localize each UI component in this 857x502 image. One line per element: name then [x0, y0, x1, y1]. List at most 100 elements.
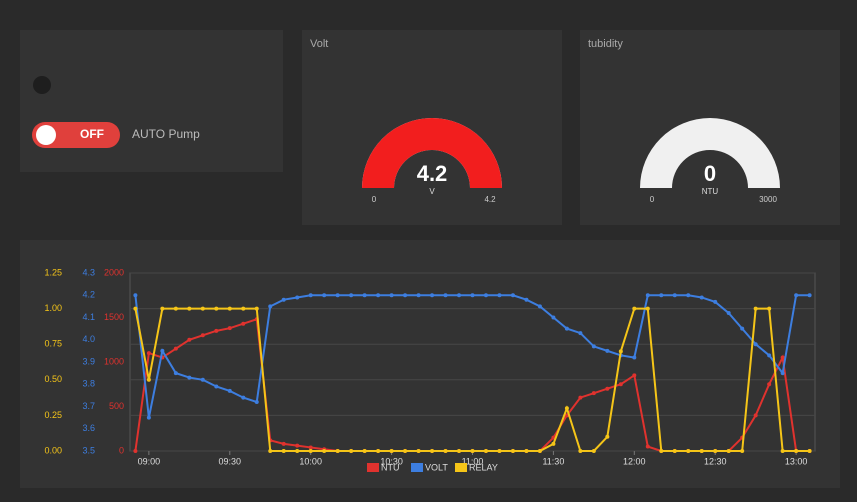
data-point [457, 293, 461, 297]
data-point [565, 406, 569, 410]
data-point [390, 293, 394, 297]
data-point [282, 298, 286, 302]
data-point [592, 344, 596, 348]
dashboard: OFF AUTO Pump Volt4.2V04.2tubidity0NTU03… [0, 0, 857, 502]
data-point [430, 449, 434, 453]
data-point [794, 293, 798, 297]
y-tick-label: 4.2 [82, 290, 95, 300]
data-point [700, 449, 704, 453]
x-tick-label: 12:30 [704, 456, 727, 466]
gauge-title: Volt [310, 38, 328, 50]
data-point [605, 387, 609, 391]
data-point [160, 307, 164, 311]
data-point [767, 382, 771, 386]
data-point [578, 449, 582, 453]
data-point [592, 391, 596, 395]
data-point [551, 316, 555, 320]
data-point [740, 327, 744, 331]
data-point [403, 449, 407, 453]
data-point [174, 371, 178, 375]
data-point [147, 351, 151, 355]
data-point [322, 293, 326, 297]
data-point [781, 356, 785, 360]
data-point [781, 449, 785, 453]
data-point [794, 449, 798, 453]
y-tick-label: 500 [109, 401, 124, 411]
data-point [309, 449, 313, 453]
data-point [336, 449, 340, 453]
data-point [457, 449, 461, 453]
data-point [417, 449, 421, 453]
data-point [808, 293, 812, 297]
gauge-max: 4.2 [484, 195, 496, 204]
data-point [484, 449, 488, 453]
data-point [686, 293, 690, 297]
data-point [228, 307, 232, 311]
data-point [201, 307, 205, 311]
legend-label: RELAY [469, 462, 498, 472]
data-point [673, 293, 677, 297]
data-point [214, 329, 218, 333]
data-point [147, 378, 151, 382]
data-point [282, 449, 286, 453]
data-point [619, 382, 623, 386]
data-point [349, 293, 353, 297]
data-point [578, 331, 582, 335]
data-point [133, 449, 137, 453]
data-point [295, 295, 299, 299]
data-point [309, 293, 313, 297]
y-tick-label: 1.00 [44, 303, 62, 313]
legend-swatch [411, 463, 423, 472]
data-point [160, 349, 164, 353]
data-point [524, 298, 528, 302]
data-point [322, 449, 326, 453]
data-point [403, 293, 407, 297]
data-point [228, 326, 232, 330]
data-point [686, 449, 690, 453]
data-point [214, 384, 218, 388]
data-point [241, 307, 245, 311]
data-point [201, 378, 205, 382]
data-point [295, 444, 299, 448]
data-point [497, 449, 501, 453]
data-point [471, 449, 475, 453]
data-point [524, 449, 528, 453]
data-point [754, 413, 758, 417]
gauge-unit: V [429, 187, 435, 196]
data-point [471, 293, 475, 297]
y-tick-label: 0.75 [44, 339, 62, 349]
data-point [632, 373, 636, 377]
data-point [390, 449, 394, 453]
data-point [376, 293, 380, 297]
switch-text: AUTO Pump [132, 127, 200, 141]
page: OFF AUTO Pump Volt4.2V04.2tubidity0NTU03… [0, 0, 857, 502]
x-tick-label: 12:00 [623, 456, 646, 466]
switch-knob [36, 125, 56, 145]
data-point [646, 293, 650, 297]
y-tick-label: 3.5 [82, 445, 95, 455]
y-tick-label: 3.8 [82, 379, 95, 389]
status-led [33, 76, 51, 94]
y-tick-label: 1000 [104, 356, 124, 366]
data-point [538, 449, 542, 453]
data-point [619, 349, 623, 353]
legend-label: VOLT [425, 462, 448, 472]
data-point [754, 342, 758, 346]
legend-label: NTU [381, 462, 400, 472]
data-point [241, 396, 245, 400]
gauge-value: 4.2 [417, 161, 448, 186]
data-point [444, 293, 448, 297]
data-point [700, 295, 704, 299]
data-point [133, 307, 137, 311]
y-tick-label: 4.3 [82, 267, 95, 277]
data-point [632, 356, 636, 360]
data-point [363, 293, 367, 297]
y-tick-label: 3.9 [82, 356, 95, 366]
y-tick-label: 0.50 [44, 374, 62, 384]
data-point [551, 442, 555, 446]
data-point [740, 449, 744, 453]
data-point [187, 307, 191, 311]
data-point [497, 293, 501, 297]
data-point [363, 449, 367, 453]
data-point [632, 307, 636, 311]
